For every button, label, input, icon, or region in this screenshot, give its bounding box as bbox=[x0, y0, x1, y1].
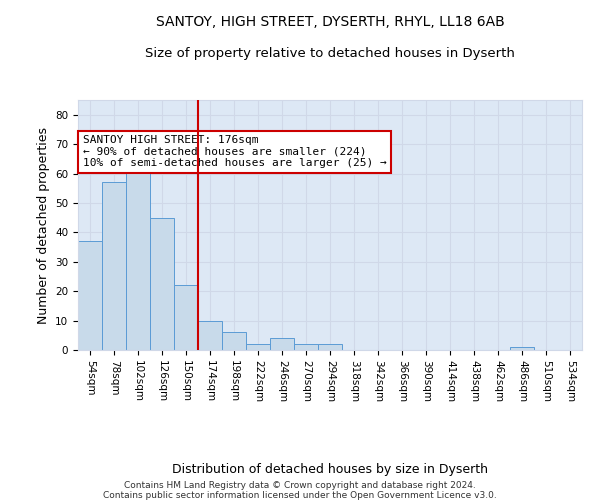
Text: Contains HM Land Registry data © Crown copyright and database right 2024.: Contains HM Land Registry data © Crown c… bbox=[124, 481, 476, 490]
Bar bbox=[294, 344, 318, 350]
Bar bbox=[510, 347, 534, 350]
Bar bbox=[198, 320, 222, 350]
Bar bbox=[222, 332, 246, 350]
Text: SANTOY HIGH STREET: 176sqm
← 90% of detached houses are smaller (224)
10% of sem: SANTOY HIGH STREET: 176sqm ← 90% of deta… bbox=[83, 136, 386, 168]
Bar bbox=[102, 182, 126, 350]
Text: Size of property relative to detached houses in Dyserth: Size of property relative to detached ho… bbox=[145, 48, 515, 60]
Bar bbox=[150, 218, 174, 350]
Text: Contains public sector information licensed under the Open Government Licence v3: Contains public sector information licen… bbox=[103, 491, 497, 500]
Text: SANTOY, HIGH STREET, DYSERTH, RHYL, LL18 6AB: SANTOY, HIGH STREET, DYSERTH, RHYL, LL18… bbox=[155, 15, 505, 29]
Bar bbox=[246, 344, 270, 350]
Text: Distribution of detached houses by size in Dyserth: Distribution of detached houses by size … bbox=[172, 462, 488, 475]
Bar bbox=[270, 338, 294, 350]
Bar bbox=[318, 344, 342, 350]
Bar bbox=[126, 164, 150, 350]
Bar bbox=[174, 286, 198, 350]
Y-axis label: Number of detached properties: Number of detached properties bbox=[37, 126, 50, 324]
Bar bbox=[78, 241, 102, 350]
